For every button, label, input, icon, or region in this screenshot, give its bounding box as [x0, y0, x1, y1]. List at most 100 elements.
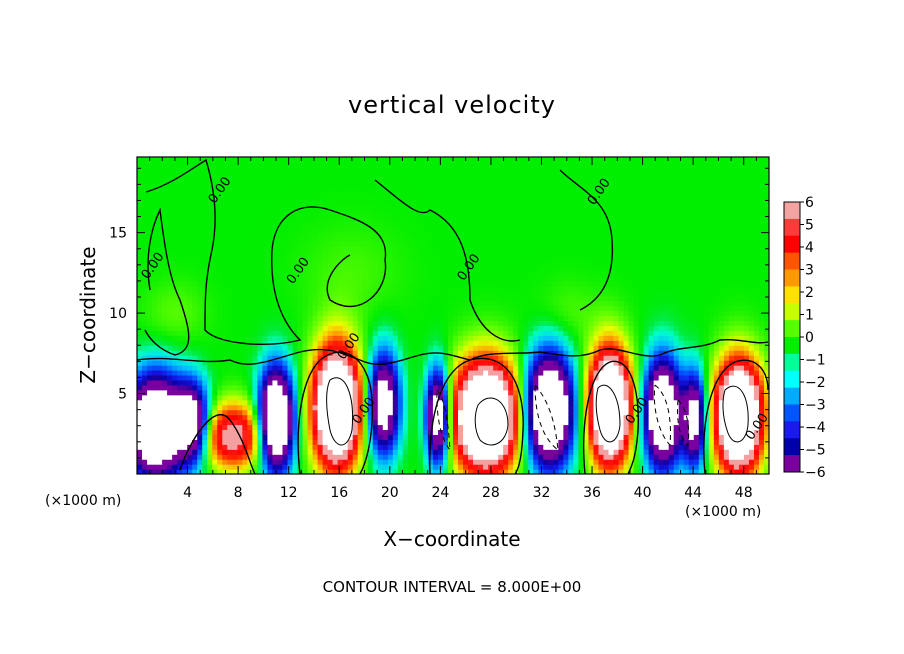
heatmap-cell: [417, 350, 424, 356]
heatmap-cell: [658, 414, 665, 421]
heatmap-cell: [147, 369, 153, 376]
heatmap-cell: [578, 320, 585, 326]
heatmap-cell: [437, 369, 444, 376]
heatmap-cell: [638, 340, 645, 346]
heatmap-cell: [332, 285, 339, 292]
heatmap-cell: [618, 459, 625, 465]
heatmap-cell: [573, 310, 579, 317]
heatmap-cell: [387, 449, 394, 455]
heatmap-cell: [262, 374, 269, 381]
heatmap-cell: [638, 394, 645, 401]
heatmap-cell: [633, 325, 640, 331]
heatmap-cell: [693, 449, 700, 455]
heatmap-cell: [568, 449, 574, 455]
heatmap-cell: [217, 369, 223, 376]
heatmap-cell: [337, 374, 344, 381]
heatmap-cell: [473, 305, 479, 312]
heatmap-cell: [272, 275, 279, 282]
heatmap-cell: [763, 305, 769, 312]
heatmap-cell: [593, 325, 600, 331]
heatmap-cell: [518, 340, 524, 346]
heatmap-cell: [483, 409, 489, 416]
heatmap-cell: [613, 459, 620, 465]
heatmap-cell: [417, 374, 424, 381]
heatmap-cell: [147, 459, 153, 465]
heatmap-cell: [653, 350, 660, 356]
heatmap-cell: [663, 429, 670, 435]
heatmap-cell: [608, 429, 615, 435]
heatmap-cell: [237, 275, 243, 282]
heatmap-cell: [222, 379, 228, 386]
heatmap-cell: [513, 355, 519, 361]
heatmap-cell: [242, 454, 248, 460]
heatmap-cell: [533, 355, 539, 361]
heatmap-cell: [147, 464, 153, 470]
heatmap-cell: [583, 345, 590, 351]
heatmap-cell: [473, 384, 479, 391]
heatmap-cell: [633, 290, 640, 297]
heatmap-cell: [182, 335, 188, 341]
heatmap-cell: [523, 310, 529, 317]
heatmap-cell: [578, 330, 585, 336]
heatmap-cell: [412, 444, 419, 450]
heatmap-cell: [523, 469, 529, 474]
heatmap-cell: [518, 345, 524, 351]
heatmap-cell: [262, 464, 269, 470]
heatmap-cell: [347, 310, 354, 317]
heatmap-cell: [327, 444, 334, 450]
heatmap-cell: [618, 429, 625, 435]
heatmap-cell: [728, 454, 735, 460]
heatmap-cell: [217, 290, 223, 297]
heatmap-cell: [402, 429, 409, 435]
heatmap-cell: [312, 315, 319, 322]
heatmap-cell: [728, 464, 735, 470]
heatmap-cell: [402, 365, 409, 371]
heatmap-cell: [447, 394, 454, 401]
heatmap-cell: [743, 419, 750, 426]
heatmap-cell: [287, 335, 294, 341]
heatmap-cell: [678, 325, 685, 331]
heatmap-cell: [307, 429, 314, 435]
heatmap-cell: [568, 290, 574, 297]
heatmap-cell: [478, 345, 484, 351]
heatmap-cell: [488, 414, 494, 421]
heatmap-cell: [668, 399, 675, 406]
heatmap-cell: [212, 414, 218, 421]
heatmap-cell: [473, 434, 479, 440]
heatmap-cell: [468, 360, 474, 366]
heatmap-cell: [197, 459, 203, 465]
heatmap-cell: [442, 414, 449, 421]
heatmap-cell: [663, 295, 670, 302]
heatmap-cell: [748, 439, 755, 445]
heatmap-cell: [237, 305, 243, 312]
heatmap-cell: [447, 404, 454, 411]
heatmap-cell: [252, 285, 258, 292]
heatmap-cell: [698, 300, 705, 307]
heatmap-cell: [297, 285, 304, 292]
heatmap-cell: [337, 315, 344, 322]
heatmap-cell: [503, 305, 509, 312]
heatmap-cell: [362, 335, 369, 341]
heatmap-cell: [753, 459, 760, 465]
heatmap-cell: [372, 315, 379, 322]
heatmap-cell: [528, 325, 534, 331]
heatmap-cell: [638, 360, 645, 366]
heatmap-cell: [528, 315, 534, 322]
heatmap-cell: [207, 340, 213, 346]
heatmap-cell: [473, 369, 479, 376]
heatmap-cell: [317, 345, 324, 351]
heatmap-cell: [147, 439, 153, 445]
heatmap-cell: [447, 320, 454, 326]
heatmap-cell: [322, 429, 329, 435]
heatmap-cell: [222, 449, 228, 455]
heatmap-cell: [187, 429, 193, 435]
heatmap-cell: [257, 454, 263, 460]
heatmap-cell: [543, 419, 549, 426]
heatmap-cell: [558, 315, 564, 322]
heatmap-cell: [608, 295, 615, 302]
heatmap-cell: [548, 439, 554, 445]
heatmap-cell: [227, 374, 233, 381]
heatmap-cell: [317, 449, 324, 455]
heatmap-cell: [483, 379, 489, 386]
heatmap-cell: [262, 414, 269, 421]
